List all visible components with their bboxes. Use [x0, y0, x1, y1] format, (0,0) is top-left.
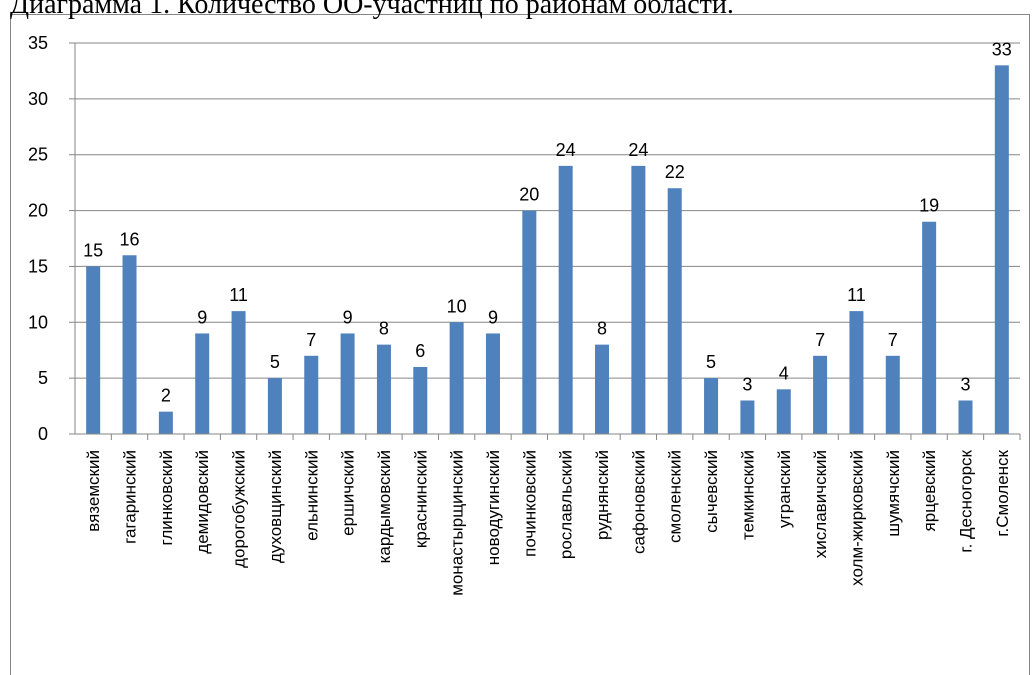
data-label: 8: [597, 319, 607, 339]
data-label: 9: [197, 307, 207, 327]
bar: [122, 255, 137, 434]
x-tick-label: сафоновский: [629, 450, 648, 554]
y-tick-label: 35: [28, 33, 48, 53]
bar: [704, 378, 719, 434]
bars: [86, 65, 1009, 434]
x-tick-label: хиславичский: [811, 450, 830, 558]
bar: [958, 400, 973, 434]
bar: [922, 221, 937, 434]
x-tick-label: руднянский: [593, 450, 612, 540]
data-label: 11: [229, 285, 248, 305]
x-tick-label: новодугинский: [484, 450, 503, 565]
x-tick-label: ершичский: [339, 450, 358, 536]
bar: [885, 355, 900, 434]
chart-caption: Диаграмма 1. Количество ОО-участниц по р…: [10, 0, 734, 20]
bar: [376, 344, 391, 434]
data-label: 2: [161, 386, 171, 406]
x-tick-label: ярцевский: [920, 450, 939, 531]
x-tick-label: краснинский: [411, 450, 430, 548]
bar: [813, 355, 828, 434]
data-label: 19: [919, 196, 939, 216]
bar: [522, 210, 537, 434]
data-label: 9: [343, 307, 353, 327]
data-label: 24: [628, 140, 648, 160]
data-label: 9: [488, 307, 498, 327]
x-tick-label: рославльский: [557, 450, 576, 559]
chart-frame: [10, 14, 1030, 675]
bar: [994, 65, 1009, 434]
y-axis-ticks: 0 5 10 15 20 25 30 35: [28, 33, 75, 444]
data-label: 3: [742, 374, 752, 394]
data-label: 5: [270, 352, 280, 372]
data-label: 7: [815, 330, 825, 350]
x-tick-label: починковский: [520, 450, 539, 557]
x-tick-label: смоленский: [666, 450, 685, 543]
data-label: 8: [379, 319, 389, 339]
gridlines: [75, 42, 1020, 379]
bar: [631, 165, 646, 434]
bar: [267, 378, 282, 434]
bar: [558, 165, 573, 434]
x-tick-label: ельнинский: [302, 450, 321, 541]
x-tick-label: вяземский: [84, 450, 103, 532]
y-tick-label: 10: [28, 312, 48, 332]
data-label: 10: [447, 296, 467, 316]
bar: [595, 344, 610, 434]
data-label: 24: [556, 140, 576, 160]
bar: [304, 355, 319, 434]
y-tick-label: 15: [28, 256, 48, 276]
x-tick-label: кардымовский: [375, 450, 394, 563]
x-tick-label: темкинский: [738, 450, 757, 540]
x-tick-label: глинковский: [157, 450, 176, 545]
x-tick-label: сычевский: [702, 450, 721, 533]
bar: [195, 333, 210, 434]
y-tick-label: 30: [28, 89, 48, 109]
x-tick-label: гагаринский: [121, 450, 140, 544]
bar: [231, 311, 246, 434]
y-tick-label: 25: [28, 145, 48, 165]
bar: [849, 311, 864, 434]
x-tick-label: шумячский: [884, 450, 903, 537]
bar: [485, 333, 500, 434]
data-label: 7: [888, 330, 898, 350]
x-tick-label: монастырщинский: [448, 450, 467, 596]
bar: [776, 389, 791, 434]
data-label: 6: [415, 341, 425, 361]
bar: [449, 322, 464, 434]
data-label: 4: [779, 363, 789, 383]
data-label: 5: [706, 352, 716, 372]
x-tick-label: духовщинский: [266, 450, 285, 563]
y-tick-label: 0: [38, 424, 48, 444]
data-label: 20: [519, 185, 539, 205]
bar: [740, 400, 755, 434]
x-tick-label: г.Смоленск: [993, 449, 1012, 536]
bar: [413, 366, 428, 434]
bar: [158, 411, 173, 434]
data-label: 7: [306, 330, 316, 350]
data-label: 3: [960, 374, 970, 394]
data-label: 16: [120, 229, 140, 249]
data-label: 22: [665, 162, 685, 182]
data-label: 33: [992, 39, 1012, 59]
x-tick-label: угранский: [775, 450, 794, 528]
x-tick-label: дорогобужский: [230, 450, 249, 568]
bar: [86, 266, 101, 434]
y-tick-label: 20: [28, 201, 48, 221]
bar: [340, 333, 355, 434]
axes: [74, 43, 1021, 440]
x-axis-categories: вяземский гагаринский глинковский демидовск…: [84, 449, 1012, 595]
x-tick-label: г. Десногорск: [956, 449, 975, 552]
bar: [667, 188, 682, 434]
data-label: 11: [847, 285, 866, 305]
y-tick-label: 5: [38, 368, 48, 388]
x-tick-label: холм-жирковский: [847, 450, 866, 586]
x-tick-label: демидовский: [193, 450, 212, 554]
data-label: 15: [83, 240, 103, 260]
